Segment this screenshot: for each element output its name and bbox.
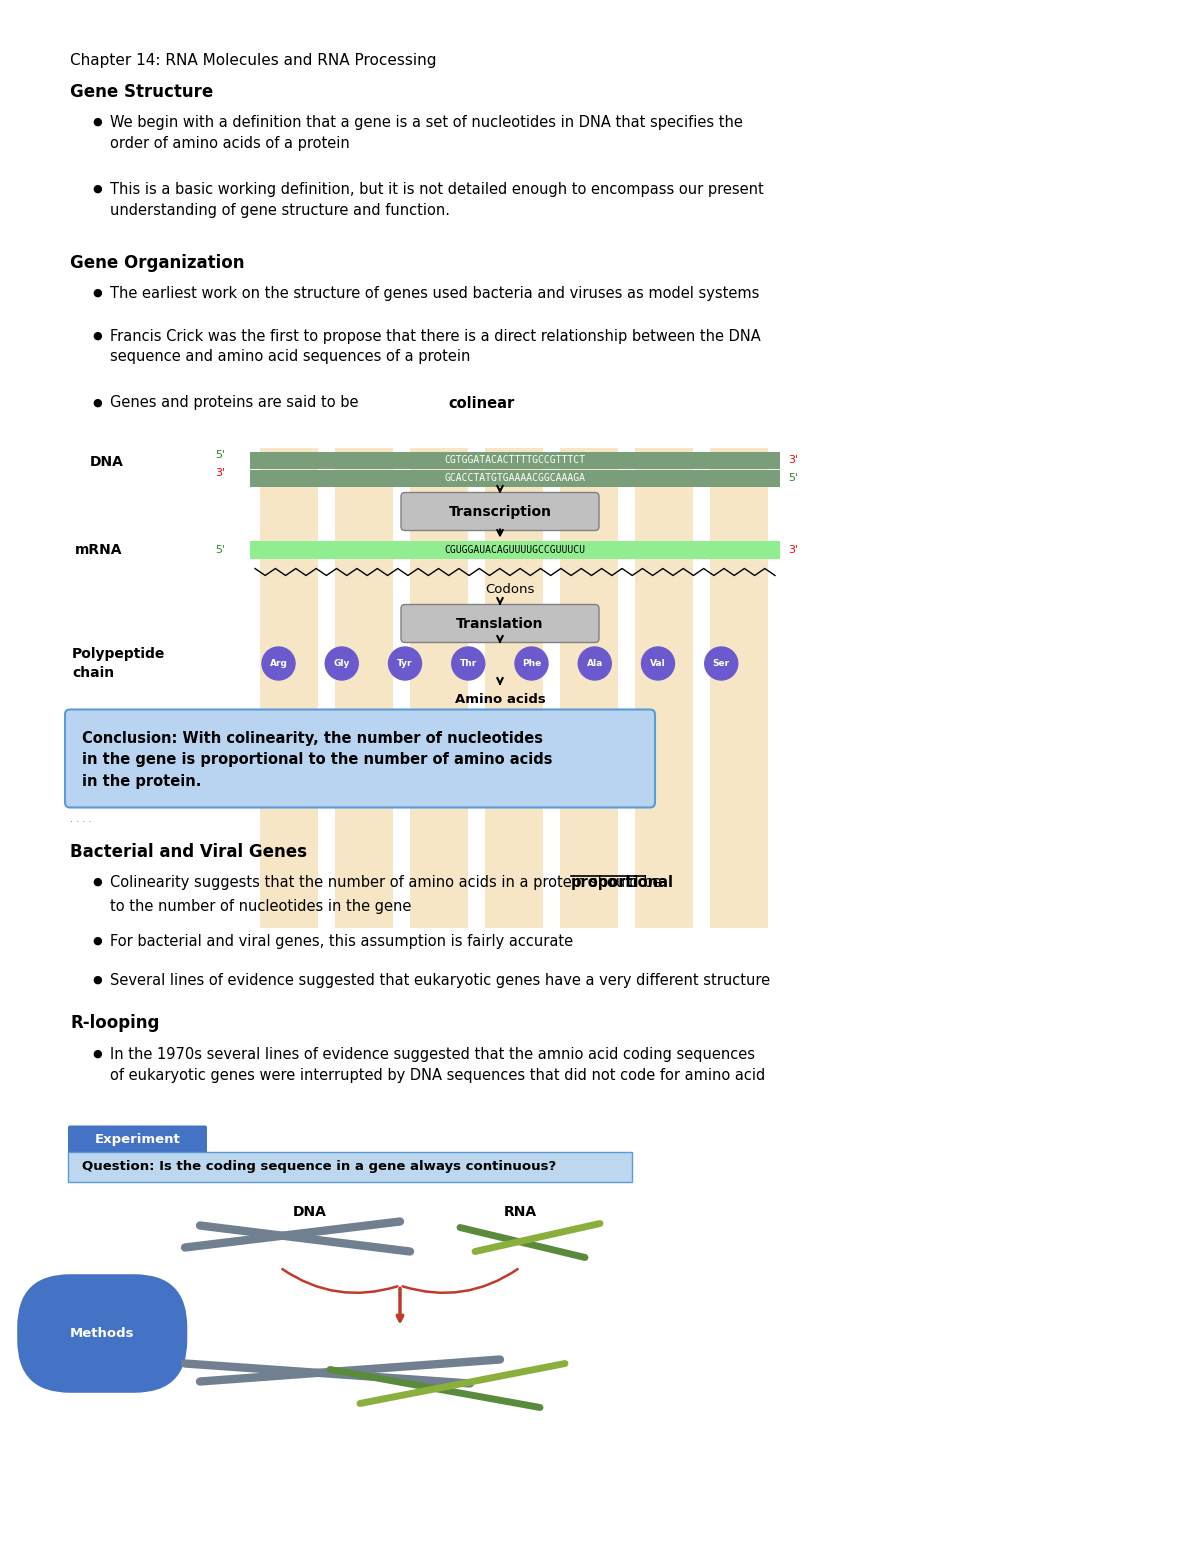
Text: Genes and proteins are said to be: Genes and proteins are said to be <box>110 396 364 410</box>
FancyBboxPatch shape <box>250 452 780 469</box>
Text: Val: Val <box>650 658 666 668</box>
Text: 3': 3' <box>788 545 798 554</box>
Text: For bacterial and viral genes, this assumption is fairly accurate: For bacterial and viral genes, this assu… <box>110 933 574 949</box>
FancyBboxPatch shape <box>65 710 655 808</box>
Circle shape <box>451 648 485 680</box>
FancyBboxPatch shape <box>410 447 468 927</box>
Text: R-looping: R-looping <box>70 1014 160 1033</box>
Text: DNA: DNA <box>90 455 124 469</box>
Text: · · · ·: · · · · <box>70 817 91 826</box>
Text: Codons: Codons <box>485 582 535 595</box>
Text: mRNA: mRNA <box>74 542 122 556</box>
Text: Several lines of evidence suggested that eukaryotic genes have a very different : Several lines of evidence suggested that… <box>110 974 770 988</box>
Text: ●: ● <box>92 935 102 946</box>
Circle shape <box>704 648 738 680</box>
Text: Amino acids: Amino acids <box>455 693 545 705</box>
Text: ●: ● <box>92 183 102 194</box>
Text: Thr: Thr <box>460 658 476 668</box>
Text: RNA: RNA <box>504 1205 536 1219</box>
Text: ●: ● <box>92 1048 102 1059</box>
FancyBboxPatch shape <box>401 604 599 643</box>
Text: ●: ● <box>92 876 102 887</box>
FancyBboxPatch shape <box>250 469 780 486</box>
Text: Conclusion: With colinearity, the number of nucleotides
in the gene is proportio: Conclusion: With colinearity, the number… <box>82 730 552 789</box>
Text: Experiment: Experiment <box>95 1134 180 1146</box>
FancyBboxPatch shape <box>401 492 599 531</box>
Text: Methods: Methods <box>70 1326 134 1340</box>
Text: to the number of nucleotides in the gene: to the number of nucleotides in the gene <box>110 899 412 915</box>
Text: Bacterial and Viral Genes: Bacterial and Viral Genes <box>70 842 307 860</box>
Text: 5': 5' <box>215 545 226 554</box>
Circle shape <box>325 648 359 680</box>
Text: Colinearity suggests that the number of amino acids in a protein should be: Colinearity suggests that the number of … <box>110 874 666 890</box>
Text: 3': 3' <box>215 467 226 477</box>
FancyBboxPatch shape <box>485 447 542 927</box>
Text: We begin with a definition that a gene is a set of nucleotides in DNA that speci: We begin with a definition that a gene i… <box>110 115 743 151</box>
Circle shape <box>262 648 295 680</box>
FancyBboxPatch shape <box>68 1151 632 1182</box>
Circle shape <box>515 648 548 680</box>
Text: colinear: colinear <box>448 396 515 410</box>
Text: DNA: DNA <box>293 1205 326 1219</box>
Text: ●: ● <box>92 287 102 298</box>
Text: Translation: Translation <box>456 617 544 631</box>
Text: Gly: Gly <box>334 658 350 668</box>
Text: ●: ● <box>92 398 102 407</box>
Circle shape <box>578 648 611 680</box>
Text: CGTGGATACACTTTTGCCGTTTCT: CGTGGATACACTTTTGCCGTTTCT <box>444 455 586 464</box>
FancyBboxPatch shape <box>68 1126 208 1154</box>
Circle shape <box>389 648 421 680</box>
FancyBboxPatch shape <box>710 447 768 927</box>
Circle shape <box>642 648 674 680</box>
FancyBboxPatch shape <box>335 447 394 927</box>
Text: ●: ● <box>92 331 102 340</box>
Text: ●: ● <box>92 116 102 127</box>
Text: Tyr: Tyr <box>397 658 413 668</box>
Text: Ser: Ser <box>713 658 730 668</box>
Text: 5': 5' <box>788 474 798 483</box>
Text: Transcription: Transcription <box>449 505 552 519</box>
Text: Question: Is the coding sequence in a gene always continuous?: Question: Is the coding sequence in a ge… <box>82 1160 557 1173</box>
Text: Gene Structure: Gene Structure <box>70 82 214 101</box>
Text: Ala: Ala <box>587 658 602 668</box>
Text: Gene Organization: Gene Organization <box>70 255 245 272</box>
Text: Phe: Phe <box>522 658 541 668</box>
Text: Arg: Arg <box>270 658 288 668</box>
Text: 5': 5' <box>215 449 226 460</box>
Text: The earliest work on the structure of genes used bacteria and viruses as model s: The earliest work on the structure of ge… <box>110 286 760 301</box>
Text: proportional: proportional <box>571 874 674 890</box>
Text: Francis Crick was the first to propose that there is a direct relationship betwe: Francis Crick was the first to propose t… <box>110 329 761 365</box>
FancyBboxPatch shape <box>260 447 318 927</box>
Text: Chapter 14: RNA Molecules and RNA Processing: Chapter 14: RNA Molecules and RNA Proces… <box>70 53 437 68</box>
Text: 3': 3' <box>788 455 798 464</box>
FancyBboxPatch shape <box>635 447 694 927</box>
Text: ●: ● <box>92 975 102 985</box>
FancyBboxPatch shape <box>250 540 780 559</box>
Text: GCACCTATGTGAAAACGGCAAAGA: GCACCTATGTGAAAACGGCAAAGA <box>444 474 586 483</box>
Text: This is a basic working definition, but it is not detailed enough to encompass o: This is a basic working definition, but … <box>110 182 763 217</box>
FancyBboxPatch shape <box>560 447 618 927</box>
Text: Polypeptide
chain: Polypeptide chain <box>72 648 166 680</box>
Text: CGUGGAUACAGUUUUGCCGUUUCU: CGUGGAUACAGUUUUGCCGUUUCU <box>444 545 586 554</box>
Text: In the 1970s several lines of evidence suggested that the amnio acid coding sequ: In the 1970s several lines of evidence s… <box>110 1047 766 1082</box>
